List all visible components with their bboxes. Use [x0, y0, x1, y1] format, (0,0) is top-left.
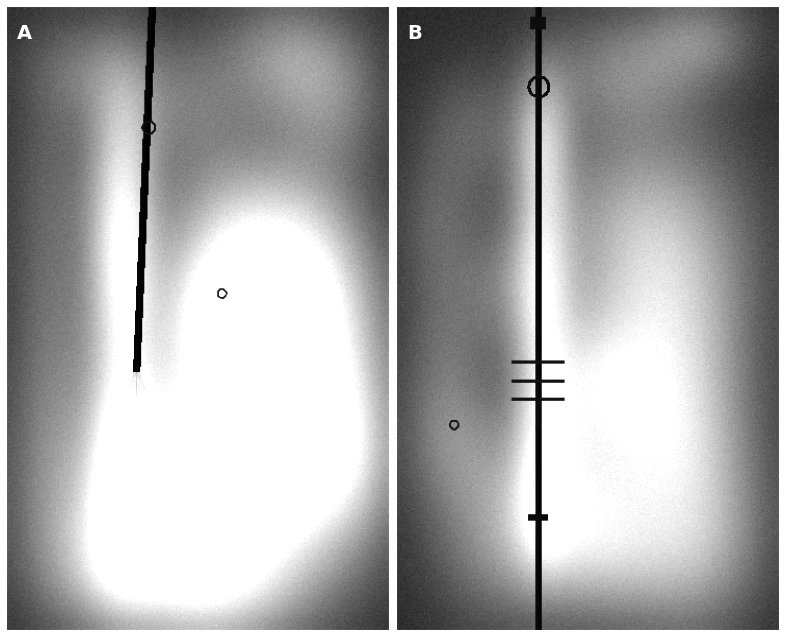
- Text: B: B: [407, 24, 422, 43]
- Text: A: A: [17, 24, 32, 43]
